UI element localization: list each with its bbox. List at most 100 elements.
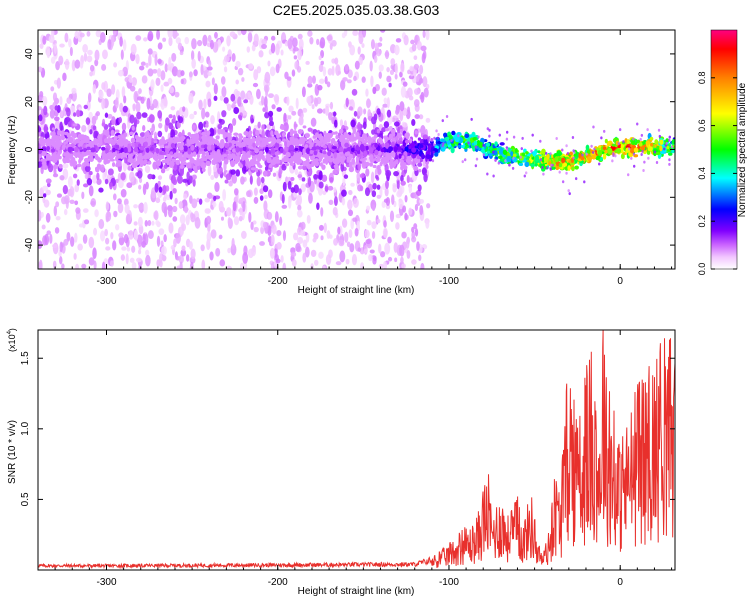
spectrogram-spread-cell <box>345 97 349 108</box>
spectrogram-noise-cell <box>322 265 326 269</box>
spectrogram-sparse-cell <box>572 156 575 160</box>
spectrogram-ridge-cell <box>261 140 267 147</box>
spectrogram-spread-cell <box>268 110 274 117</box>
spectrogram-noise-cell <box>394 62 398 75</box>
spectrogram-noise-cell <box>220 216 224 221</box>
spectrogram-noise-cell <box>380 251 386 258</box>
spectrogram-noise-cell <box>156 67 162 78</box>
spectrogram-noise-cell <box>363 248 368 253</box>
spectrogram-noise-cell <box>272 172 277 177</box>
spectrogram-ridge-cell <box>270 136 276 143</box>
spectrogram-noise-cell <box>308 192 313 204</box>
spectrogram-noise-cell <box>384 50 390 60</box>
spectrogram-noise-cell <box>348 106 354 111</box>
spectrogram-ridge-cell <box>256 155 262 161</box>
spectrogram-noise-cell <box>90 64 95 72</box>
spectrogram-ridge-cell <box>494 141 498 147</box>
spectrogram-ridge-cell <box>350 147 355 153</box>
spectrogram-noise-cell <box>395 222 400 230</box>
spectrogram-ridge-cell <box>384 142 390 149</box>
spectrogram-spread-cell <box>276 107 282 112</box>
spectrogram-noise-cell <box>258 50 264 58</box>
spectrogram-spread-cell <box>89 129 93 135</box>
spectrogram-noise-cell <box>298 38 304 50</box>
spectrogram-ridge-cell <box>390 141 395 148</box>
spectrogram-ridge-cell <box>78 158 82 164</box>
spectrogram-ridge-cell <box>668 152 673 156</box>
spectrogram-ridge-cell <box>620 153 625 160</box>
spectrogram-spread-cell <box>343 174 349 179</box>
spectrogram-spread-cell <box>262 185 269 193</box>
spectrogram-ridge-cell <box>227 154 233 160</box>
spectrogram-spread-cell <box>385 180 389 189</box>
spectrogram-noise-cell <box>248 63 254 70</box>
spectrogram-ridge-cell <box>131 125 135 131</box>
spectrogram-ridge-cell <box>55 143 60 147</box>
spectrogram-spread-cell <box>75 109 81 118</box>
spectrogram-ridge-cell <box>276 138 282 144</box>
spectrogram-ridge-cell <box>631 139 636 146</box>
snr-y-tick-label: 1.0 <box>20 421 31 435</box>
spectrogram-sparse-cell <box>492 150 495 154</box>
spectrogram-ridge-cell <box>202 137 207 143</box>
spectrogram-noise-cell <box>212 41 219 53</box>
spectrogram-sparse-cell <box>433 136 436 140</box>
spectrogram-ridge-cell <box>446 139 451 145</box>
spectrogram-sparse-cell <box>668 158 671 162</box>
spectrogram-noise-cell <box>256 88 261 100</box>
spectrogram-spread-cell <box>157 110 163 119</box>
spectrogram-noise-cell <box>357 106 363 117</box>
spectrogram-ridge-cell <box>392 161 397 168</box>
spectrogram-sparse-cell <box>498 133 501 137</box>
spectrogram-noise-cell <box>40 211 44 218</box>
spectrogram-noise-cell <box>178 254 184 264</box>
spectrogram-ridge-cell <box>127 146 132 153</box>
spectrogram-spread-cell <box>237 114 242 119</box>
spectrogram-ridge-cell <box>192 124 196 130</box>
spectrogram-noise-cell <box>378 64 384 72</box>
spectrogram-noise-cell <box>131 261 137 269</box>
spectrogram-noise-cell <box>193 69 198 77</box>
spectrogram-noise-cell <box>287 38 293 50</box>
spectrogram-spread-cell <box>64 116 71 123</box>
spectrogram-noise-cell <box>394 257 398 263</box>
spectrogram-ridge-cell <box>290 157 296 162</box>
spectrogram-noise-cell <box>341 197 346 206</box>
spectrogram-ridge-cell <box>327 143 331 149</box>
spectrogram-ridge-cell <box>251 157 257 161</box>
spectrogram-ridge-cell <box>304 144 309 148</box>
spectrogram-ridge-cell <box>304 133 310 139</box>
spectrogram-noise-cell <box>274 211 279 223</box>
spectrogram-ridge-cell <box>234 158 239 164</box>
spectrogram-noise-cell <box>402 205 407 213</box>
spectrogram-spread-cell <box>192 174 197 180</box>
spectrogram-ridge-cell <box>534 155 540 162</box>
spectrogram-noise-cell <box>221 86 227 98</box>
spectrogram-ridge-cell <box>335 134 339 140</box>
spectrogram-noise-cell <box>150 79 155 91</box>
spectrogram-noise-cell <box>399 101 405 112</box>
spectrogram-noise-cell <box>280 255 284 263</box>
spectrogram-ridge-cell <box>46 156 52 160</box>
spectrogram-noise-cell <box>247 30 254 33</box>
spectrogram-noise-cell <box>167 77 173 85</box>
spectrogram-noise-cell <box>203 98 207 110</box>
spectrogram-noise-cell <box>138 265 142 269</box>
spectrogram-noise-cell <box>251 44 256 52</box>
spectrogram-noise-cell <box>263 200 268 212</box>
spectrogram-ridge-cell <box>362 139 369 144</box>
spectrogram-ridge-cell <box>277 133 281 138</box>
spectrogram-noise-cell <box>123 233 129 244</box>
spectrogram-spread-cell <box>104 178 109 185</box>
spectrogram-noise-cell <box>306 214 311 224</box>
spectrogram-sparse-cell <box>531 133 534 137</box>
spectrogram-ridge-cell <box>321 164 326 170</box>
spectrogram-spread-cell <box>148 114 155 123</box>
spectrogram-noise-cell <box>161 201 168 214</box>
spectrogram-ridge-cell <box>220 128 226 135</box>
spectrogram-noise-cell <box>253 226 259 233</box>
spectrogram-ridge-cell <box>262 170 268 177</box>
spectrogram-ridge-cell <box>476 139 481 146</box>
spectrogram-ridge-cell <box>97 143 101 148</box>
spectrogram-noise-cell <box>291 69 296 77</box>
